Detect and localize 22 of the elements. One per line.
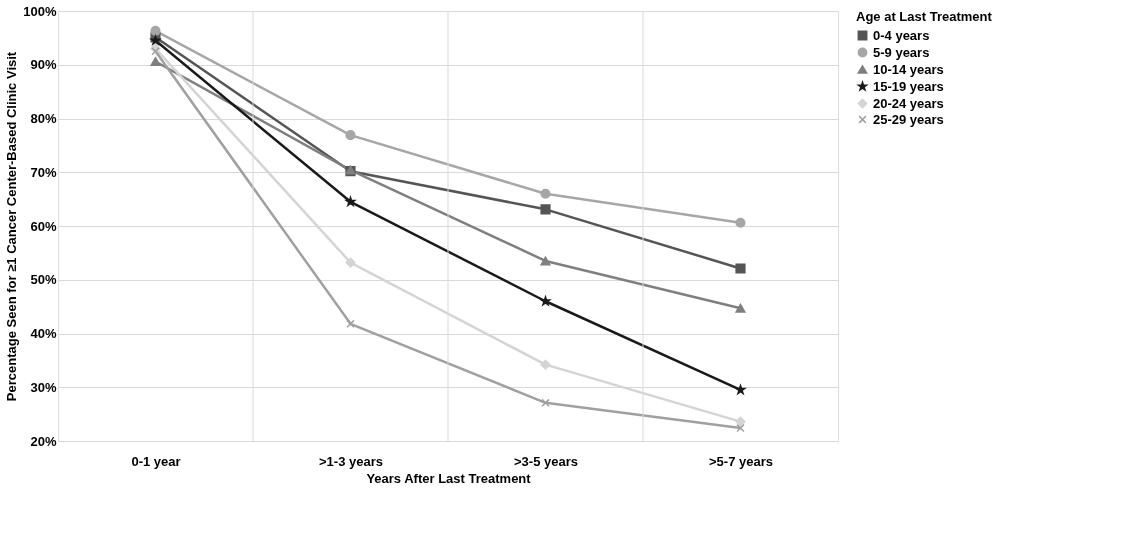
y-tick-label: 30% [30, 379, 57, 395]
x-tick-label: >1-3 years [319, 453, 383, 469]
legend-label: 5-9 years [873, 44, 930, 60]
x-tick-label: 0-1 year [131, 453, 181, 469]
y-tick-label: 80% [30, 111, 57, 126]
y-tick-label: 50% [30, 272, 57, 288]
y-tick-label: 40% [30, 326, 57, 341]
y-axis-title: Percentage Seen for ≥1 Cancer Center-Based Clinic Visit [4, 51, 20, 402]
y-tick-label: 70% [30, 164, 57, 180]
y-tick-label: 90% [30, 57, 57, 73]
x-tick-label: >3-5 years [514, 453, 578, 469]
legend-label: 0-4 years [873, 27, 930, 43]
y-tick-label: 60% [30, 218, 57, 234]
legend-label: 10-14 years [873, 61, 944, 77]
x-axis-title: Years After Last Treatment [366, 470, 532, 486]
legend-label: 20-24 years [873, 95, 944, 111]
x-tick-label: >5-7 years [709, 453, 773, 469]
y-tick-label: 100% [23, 3, 57, 19]
legend-title: Age at Last Treatment [856, 9, 993, 24]
legend-label: 15-19 years [873, 78, 944, 94]
y-tick-label: 20% [30, 433, 57, 449]
legend-label: 25-29 years [873, 111, 944, 127]
